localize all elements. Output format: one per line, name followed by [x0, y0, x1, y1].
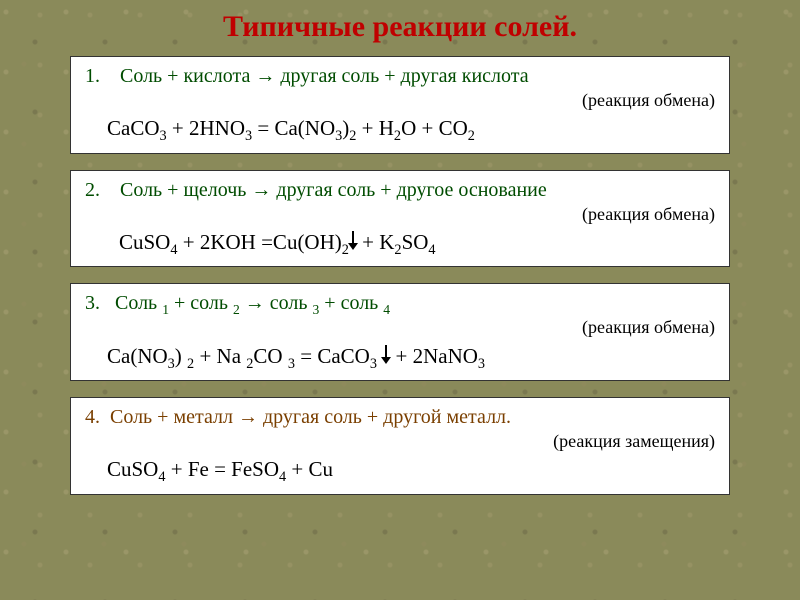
- reaction-4-note: (реакция замещения): [85, 429, 715, 453]
- reaction-2-equation: CuSO4 + 2KOH =Cu(OH)2 + K2SO4: [85, 228, 715, 256]
- reaction-3-note: (реакция обмена): [85, 315, 715, 339]
- rhs: другая соль + другая кислота: [280, 65, 528, 87]
- page-title: Типичные реакции солей.: [70, 10, 730, 44]
- precipitate-arrow-icon: [382, 345, 390, 365]
- lhs-a: Соль: [115, 292, 162, 314]
- reaction-4-equation: CuSO4 + Fe = FeSO4 + Cu: [85, 455, 715, 483]
- num: 3.: [85, 292, 100, 314]
- reaction-4-heading: 4. Соль + металл → другая соль + другой …: [85, 404, 715, 431]
- arrow: →: [251, 179, 276, 201]
- reaction-2-note: (реакция обмена): [85, 202, 715, 226]
- num: 1.: [85, 65, 100, 87]
- num: 4.: [85, 406, 100, 428]
- arrow: →: [245, 292, 270, 314]
- reaction-3-heading: 3. Соль 1 + соль 2 → соль 3 + соль 4: [85, 290, 715, 317]
- reaction-1-note: (реакция обмена): [85, 88, 715, 112]
- reaction-box-2: 2. Соль + щелочь → другая соль + другое …: [70, 170, 730, 268]
- reaction-1-equation: CaCO3 + 2HNO3 = Ca(NO3)2 + H2O + CO2: [85, 114, 715, 142]
- rhs: другая соль + другой металл.: [263, 406, 511, 428]
- arrow: →: [255, 65, 280, 87]
- rhs: другая соль + другое основание: [276, 179, 546, 201]
- lhs: Соль + щелочь: [120, 179, 246, 201]
- reaction-box-3: 3. Соль 1 + соль 2 → соль 3 + соль 4 (ре…: [70, 283, 730, 381]
- reaction-box-4: 4. Соль + металл → другая соль + другой …: [70, 397, 730, 495]
- lhs: Соль + кислота: [120, 65, 250, 87]
- reaction-2-heading: 2. Соль + щелочь → другая соль + другое …: [85, 177, 715, 204]
- reaction-box-1: 1. Соль + кислота → другая соль + другая…: [70, 56, 730, 154]
- num: 2.: [85, 179, 100, 201]
- reaction-1-heading: 1. Соль + кислота → другая соль + другая…: [85, 63, 715, 90]
- lhs: Соль + металл: [110, 406, 233, 428]
- precipitate-arrow-icon: [349, 231, 357, 251]
- arrow: →: [238, 406, 263, 428]
- reaction-3-equation: Ca(NO3) 2 + Na 2CO 3 = CaCO3 + 2NaNO3: [85, 342, 715, 370]
